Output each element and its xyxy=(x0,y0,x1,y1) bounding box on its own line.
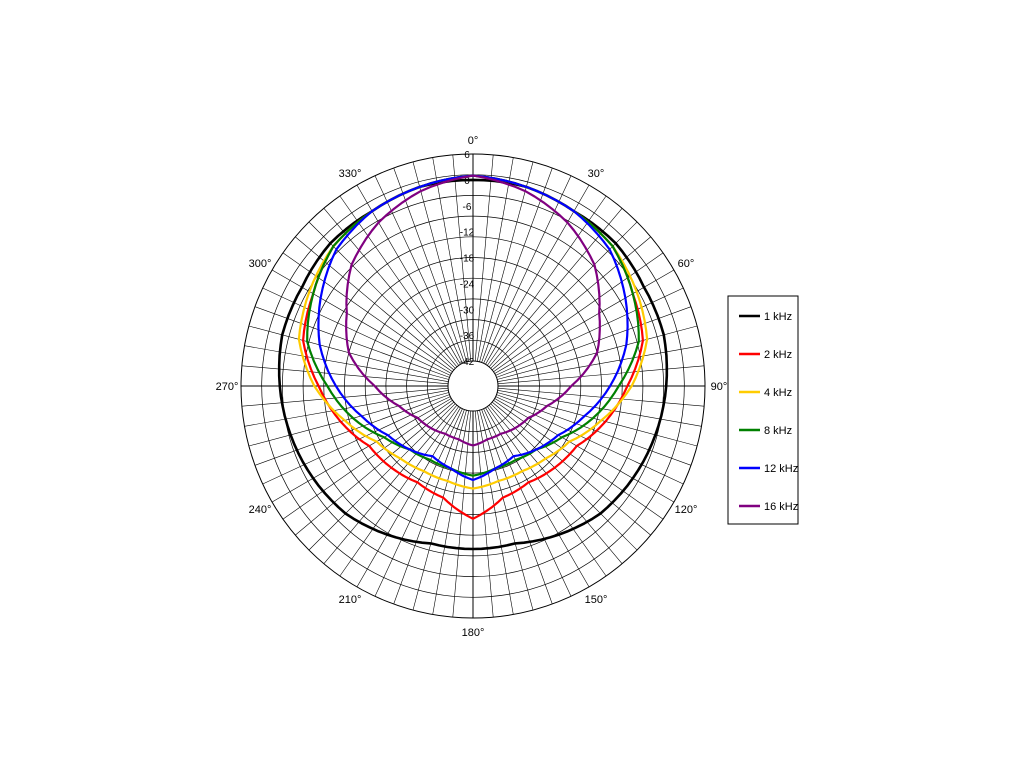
grid-spoke xyxy=(492,236,651,371)
radial-tick-label: -30 xyxy=(460,305,475,316)
radial-tick-labels: 6 0 -6 -12 -18 -24 -30 -36 -42 xyxy=(460,150,475,368)
grid-spoke xyxy=(495,396,684,485)
grid-spoke xyxy=(248,392,449,447)
grid-spoke xyxy=(282,400,453,520)
grid-spoke xyxy=(494,398,675,503)
grid-spoke xyxy=(487,195,607,366)
grid-spoke xyxy=(452,410,472,618)
grid-spoke xyxy=(494,269,675,374)
grid-spoke xyxy=(356,407,461,588)
angle-tick-label: 150° xyxy=(585,594,608,606)
grid-spoke xyxy=(497,345,702,382)
series-line-12-khz xyxy=(317,174,629,482)
grid-spoke xyxy=(432,410,469,615)
legend-label: 2 kHz xyxy=(764,349,792,361)
grid-spoke xyxy=(493,252,664,372)
angle-tick-labels: 0° 30° 60° 90° 120° 150° 180° 210° 240° 270° 300° 3… xyxy=(216,135,728,639)
angle-tick-label: 180° xyxy=(462,627,485,639)
radial-tick-label: -12 xyxy=(460,228,475,239)
grid-spoke xyxy=(412,161,467,362)
series-line-4-khz xyxy=(297,174,649,490)
grid-spoke xyxy=(479,161,534,362)
grid-spoke xyxy=(393,409,465,605)
legend-box xyxy=(727,295,799,525)
grid-spoke xyxy=(323,208,458,367)
radial-tick-label: -24 xyxy=(460,279,475,290)
grid-spoke xyxy=(479,410,534,611)
grid-spoke xyxy=(295,236,454,371)
grid-spoke xyxy=(262,396,451,485)
grid-spoke xyxy=(488,208,623,367)
grid-spoke xyxy=(483,408,572,597)
grid-spoke xyxy=(339,406,459,577)
legend-label: 12 kHz xyxy=(764,463,798,475)
grid-spoke xyxy=(497,390,702,427)
angle-tick-label: 30° xyxy=(588,168,605,180)
radial-tick-label: -6 xyxy=(463,202,472,213)
angle-tick-label: 300° xyxy=(249,258,272,270)
grid-spoke xyxy=(374,175,463,364)
angle-tick-label: 60° xyxy=(678,258,695,270)
grid-spoke xyxy=(477,157,514,362)
legend-label: 4 kHz xyxy=(764,387,792,399)
series-lines xyxy=(277,174,669,551)
radial-tick-label: 6 xyxy=(464,150,470,161)
angle-tick-label: 240° xyxy=(249,504,272,516)
grid-spoke xyxy=(497,392,698,447)
grid-spoke xyxy=(497,365,705,385)
radial-tick-label: -42 xyxy=(460,357,475,368)
grid-spoke xyxy=(241,387,449,407)
grid-spoke xyxy=(483,175,572,364)
radial-tick-label: -18 xyxy=(460,254,475,265)
grid-spoke xyxy=(271,398,452,503)
series-line-16-khz xyxy=(345,174,601,447)
angle-tick-label: 0° xyxy=(468,135,479,147)
grid-spoke xyxy=(493,400,664,520)
angle-tick-label: 270° xyxy=(216,381,239,393)
grid-spoke xyxy=(412,410,467,611)
radial-tick-label: -36 xyxy=(460,331,475,342)
grid-spoke xyxy=(241,365,449,385)
grid-spoke xyxy=(282,252,453,372)
grid-spoke xyxy=(485,184,590,365)
grid-spoke xyxy=(474,154,494,362)
angle-tick-label: 120° xyxy=(675,504,698,516)
grid-spoke xyxy=(497,387,705,407)
grid-spoke xyxy=(339,195,459,366)
angle-tick-label: 330° xyxy=(339,168,362,180)
legend-label: 8 kHz xyxy=(764,425,792,437)
grid-spoke xyxy=(323,405,458,564)
series-line-8-khz xyxy=(306,174,640,477)
grid-spoke xyxy=(487,406,607,577)
series-line-1-khz xyxy=(277,178,669,551)
grid-spoke xyxy=(374,408,463,597)
grid-spoke xyxy=(295,401,454,536)
grid-spoke xyxy=(496,394,692,466)
grid-spoke xyxy=(356,184,461,365)
grid-ring xyxy=(447,360,499,412)
legend: 1 kHz 2 kHz 4 kHz 8 kHz 12 kHz 16 kHz xyxy=(727,295,799,525)
grid-spoke xyxy=(262,287,451,376)
grid-spoke xyxy=(488,405,623,564)
grid-spoke xyxy=(477,410,514,615)
angle-tick-label: 210° xyxy=(339,594,362,606)
grid-spoke xyxy=(244,345,449,382)
grid-spoke xyxy=(254,394,450,466)
grid-spoke xyxy=(432,157,469,362)
grid-spoke xyxy=(271,269,452,374)
legend-label: 1 kHz xyxy=(764,311,792,323)
grid-spoke xyxy=(495,287,684,376)
grid-spoke xyxy=(492,401,651,536)
angle-tick-label: 90° xyxy=(711,381,728,393)
radial-tick-label: 0 xyxy=(464,176,470,187)
grid-spoke xyxy=(481,409,553,605)
grid-spoke xyxy=(474,410,494,618)
grid-spoke xyxy=(244,390,449,427)
legend-label: 16 kHz xyxy=(764,501,798,513)
grid-spoke xyxy=(485,407,590,588)
grid-spoke xyxy=(452,154,472,362)
